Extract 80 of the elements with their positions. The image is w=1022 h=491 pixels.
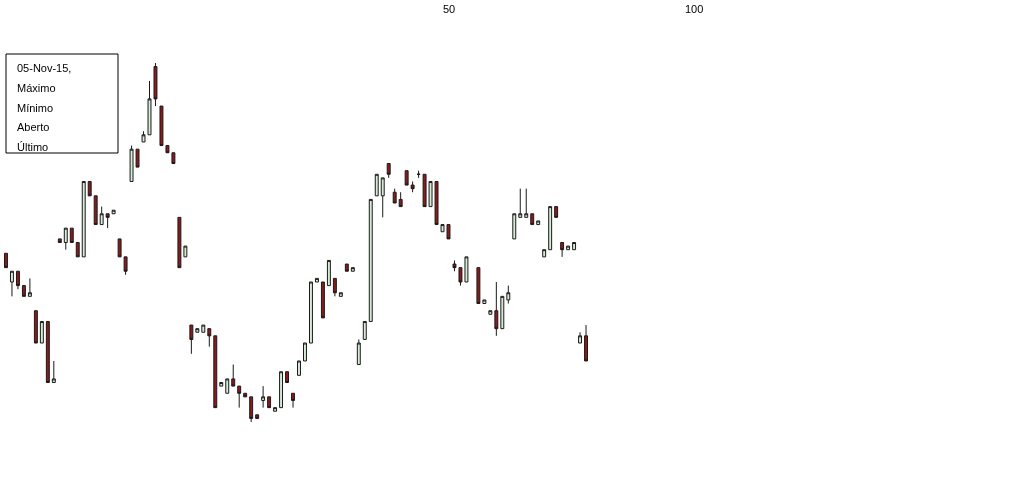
candlestick xyxy=(578,331,583,344)
candlestick xyxy=(201,324,206,333)
candlestick xyxy=(368,198,373,322)
candlestick xyxy=(87,180,92,197)
candlestick xyxy=(494,281,499,337)
candlestick xyxy=(105,213,110,229)
candlestick xyxy=(404,170,409,186)
annotation: Último xyxy=(17,141,49,153)
candlestick xyxy=(279,371,284,409)
candlestick xyxy=(410,180,415,193)
candlestick xyxy=(524,188,529,218)
candlestick xyxy=(285,371,290,384)
candlestick xyxy=(93,195,98,226)
annotation: Mínimo xyxy=(17,102,54,114)
candlestick xyxy=(243,392,248,398)
candlestick xyxy=(297,360,301,376)
candlestick xyxy=(249,396,254,423)
candlestick xyxy=(189,324,194,355)
candlestick xyxy=(356,338,361,366)
candlestick xyxy=(386,163,391,179)
candlestick xyxy=(267,396,272,409)
candlestick xyxy=(213,335,218,409)
annotation: 05-Nov-15, xyxy=(17,62,72,74)
candlestick xyxy=(225,378,230,394)
candlestick xyxy=(81,180,86,258)
candlestick xyxy=(584,324,589,362)
candlestick xyxy=(338,292,343,297)
candlestick xyxy=(39,320,44,344)
text: 50 xyxy=(443,3,456,15)
candlestick xyxy=(9,270,14,297)
candlestick xyxy=(488,310,493,315)
candlestick xyxy=(500,295,505,330)
candlestick xyxy=(45,320,50,384)
candlestick xyxy=(219,382,224,387)
candlestick xyxy=(392,188,397,204)
candlestick xyxy=(554,206,559,218)
candlestick xyxy=(237,385,242,409)
candlestick xyxy=(57,238,62,243)
candlestick xyxy=(560,242,565,258)
candlestick xyxy=(63,227,68,251)
candlestick xyxy=(273,407,278,412)
candlestick xyxy=(261,385,266,409)
candlestick xyxy=(99,206,104,226)
candlestick xyxy=(314,277,319,283)
candlestick xyxy=(27,277,32,297)
candlestick xyxy=(350,267,355,272)
text: 100 xyxy=(685,3,704,15)
candlestick xyxy=(320,281,325,319)
candlestick xyxy=(231,364,236,387)
candlestick xyxy=(69,227,74,243)
candlestick xyxy=(303,342,307,362)
candlestick xyxy=(566,245,571,251)
candlestick xyxy=(506,285,511,305)
candlestick xyxy=(33,310,38,344)
candlestick xyxy=(51,360,56,384)
candlestick xyxy=(308,281,313,344)
candlestick xyxy=(380,177,385,218)
candlestick xyxy=(332,277,337,297)
candlestick xyxy=(512,213,517,240)
candlestick xyxy=(75,242,80,258)
candlestick xyxy=(374,173,379,197)
candlestick xyxy=(536,220,541,226)
candlestick xyxy=(518,188,523,218)
candlestick xyxy=(195,328,200,333)
candlestick xyxy=(291,392,295,409)
candlestick xyxy=(362,320,367,340)
candlestick xyxy=(548,206,553,251)
candlestick xyxy=(542,249,547,258)
candlestick xyxy=(530,213,535,226)
candlestick xyxy=(344,263,349,272)
candlestick xyxy=(4,252,8,269)
candlestick xyxy=(21,285,26,297)
candlestick xyxy=(326,259,331,287)
candlestick xyxy=(255,414,260,419)
annotation: Máximo xyxy=(17,82,56,94)
candlestick xyxy=(15,270,20,290)
candlestick xyxy=(207,328,212,348)
candlestick xyxy=(398,191,403,208)
candlestick xyxy=(572,242,577,251)
annotation: Aberto xyxy=(17,121,50,133)
